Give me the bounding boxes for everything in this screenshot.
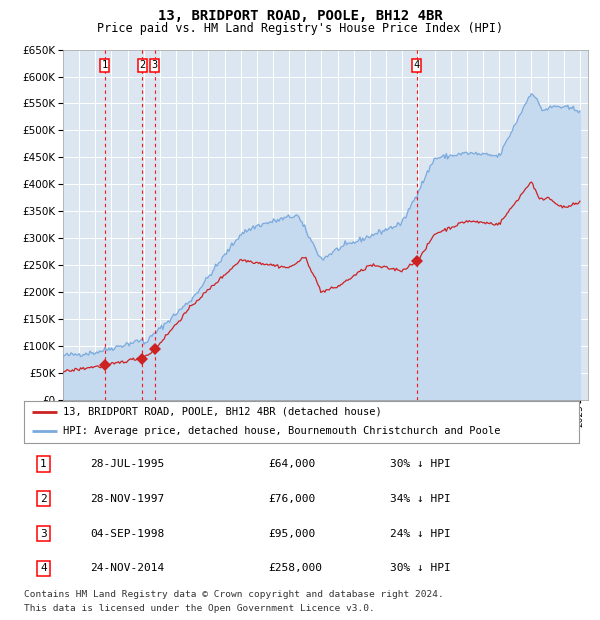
Text: 3: 3 xyxy=(40,529,47,539)
Text: 4: 4 xyxy=(413,60,420,70)
Text: 34% ↓ HPI: 34% ↓ HPI xyxy=(391,494,451,503)
Text: 28-NOV-1997: 28-NOV-1997 xyxy=(91,494,165,503)
Text: 24-NOV-2014: 24-NOV-2014 xyxy=(91,564,165,574)
Text: £258,000: £258,000 xyxy=(268,564,322,574)
Text: 13, BRIDPORT ROAD, POOLE, BH12 4BR: 13, BRIDPORT ROAD, POOLE, BH12 4BR xyxy=(158,9,442,24)
Text: 4: 4 xyxy=(40,564,47,574)
Text: 30% ↓ HPI: 30% ↓ HPI xyxy=(391,459,451,469)
Text: 28-JUL-1995: 28-JUL-1995 xyxy=(91,459,165,469)
Text: 3: 3 xyxy=(151,60,158,70)
Text: HPI: Average price, detached house, Bournemouth Christchurch and Poole: HPI: Average price, detached house, Bour… xyxy=(63,427,500,436)
Text: £64,000: £64,000 xyxy=(268,459,316,469)
Text: 1: 1 xyxy=(40,459,47,469)
Text: 1: 1 xyxy=(101,60,107,70)
Text: 04-SEP-1998: 04-SEP-1998 xyxy=(91,529,165,539)
Text: 2: 2 xyxy=(40,494,47,503)
Text: Price paid vs. HM Land Registry's House Price Index (HPI): Price paid vs. HM Land Registry's House … xyxy=(97,22,503,35)
Text: 13, BRIDPORT ROAD, POOLE, BH12 4BR (detached house): 13, BRIDPORT ROAD, POOLE, BH12 4BR (deta… xyxy=(63,407,382,417)
Text: 2: 2 xyxy=(139,60,145,70)
Text: 24% ↓ HPI: 24% ↓ HPI xyxy=(391,529,451,539)
Text: This data is licensed under the Open Government Licence v3.0.: This data is licensed under the Open Gov… xyxy=(24,604,375,613)
Text: £76,000: £76,000 xyxy=(268,494,316,503)
Text: 30% ↓ HPI: 30% ↓ HPI xyxy=(391,564,451,574)
Text: £95,000: £95,000 xyxy=(268,529,316,539)
Text: Contains HM Land Registry data © Crown copyright and database right 2024.: Contains HM Land Registry data © Crown c… xyxy=(24,590,444,600)
